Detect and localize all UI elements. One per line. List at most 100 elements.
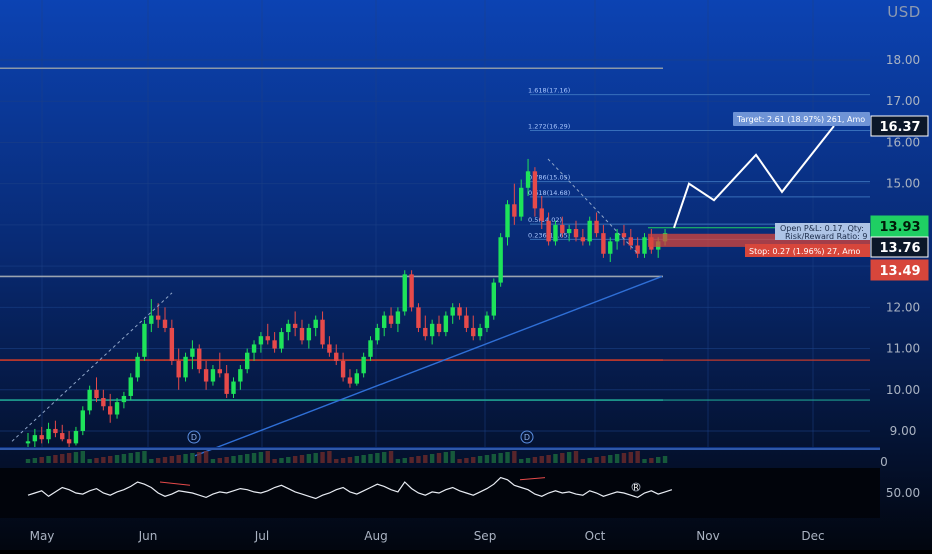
candle-body: [560, 224, 565, 234]
candle-body: [313, 319, 318, 328]
candle-body: [539, 208, 544, 221]
volume-bar: [450, 451, 455, 463]
volume-bar: [121, 454, 127, 463]
candle-body: [183, 356, 188, 378]
rsi-marker: [631, 482, 641, 492]
candle-body: [135, 356, 140, 378]
volume-bar: [409, 457, 414, 463]
candle-body: [429, 323, 435, 337]
volume-bar: [402, 458, 407, 463]
volume-bar: [594, 457, 599, 463]
volume-bar: [251, 453, 257, 463]
target-price-badge-text: 16.37: [879, 120, 920, 135]
candle-body: [320, 319, 325, 345]
volume-bar: [539, 456, 544, 463]
stop-label-box: [745, 244, 870, 257]
currency-label[interactable]: USD: [887, 3, 921, 21]
candle-body: [279, 332, 284, 349]
x-tick-label: May: [30, 529, 55, 543]
y-tick-label: 17.00: [886, 94, 920, 108]
volume-bar: [162, 457, 168, 463]
y-tick-label: 11.00: [886, 342, 920, 356]
candle-body: [60, 433, 65, 440]
x-tick-label: Nov: [696, 529, 719, 543]
y-tick-label: 10.00: [886, 383, 920, 397]
candle-body: [498, 237, 503, 283]
candle-body: [450, 307, 455, 316]
candle-body: [190, 348, 195, 357]
dividend-marker: [187, 430, 201, 444]
candle-body: [286, 323, 291, 333]
candle-body: [53, 428, 58, 434]
volume-bar: [505, 452, 510, 463]
volume-bar: [210, 459, 216, 463]
current-price-badge: [870, 215, 929, 237]
candle-body: [566, 229, 572, 234]
volume-bar: [94, 458, 99, 463]
volume-bar: [443, 452, 449, 463]
volume-bar: [203, 451, 209, 463]
volume-bar: [135, 452, 140, 463]
volume-bar: [566, 452, 572, 463]
candle-body: [402, 274, 407, 312]
pnl-label-box: [775, 223, 870, 240]
candle-body: [354, 373, 359, 384]
volume-bar: [286, 457, 291, 463]
candle-body: [210, 369, 216, 382]
volume-bar: [395, 459, 401, 463]
volume-bar: [614, 454, 620, 463]
volume-bar: [525, 458, 531, 463]
candle-body: [368, 340, 373, 357]
annotation-layer: Target: 2.61 (18.97%) 261, Amo Open P&L: …: [11, 112, 870, 457]
volume-bar: [354, 456, 359, 463]
volume-bar: [101, 457, 106, 463]
volume-bar: [197, 452, 202, 463]
candle-body: [73, 431, 79, 444]
axis-layer: 9.0010.0011.0012.0013.0014.0015.0016.001…: [30, 53, 929, 543]
dividend-marker: [520, 430, 534, 444]
candle-body: [436, 323, 442, 333]
volume-bar: [382, 452, 387, 463]
fib-anchor-line: [547, 158, 639, 255]
volume-bar: [532, 457, 538, 463]
volume-bar: [423, 455, 428, 463]
candle-body: [272, 340, 277, 349]
target-price-badge: [870, 115, 929, 137]
volume-bar: [80, 451, 85, 463]
ascending-trendline: [194, 275, 663, 457]
y-tick-label: 12.00: [886, 300, 920, 314]
volume-bar: [313, 453, 318, 463]
pnl-label-text: Open P&L: 0.17, Qty:: [780, 224, 864, 233]
candle-body: [532, 171, 538, 209]
volume-bar: [347, 457, 353, 463]
candle-body: [25, 441, 31, 444]
volume-bar: [108, 456, 113, 463]
volume-bar: [416, 456, 421, 463]
volume-bar: [519, 459, 524, 463]
candle-body: [464, 315, 469, 328]
volume-bar: [272, 459, 277, 463]
candle-body: [457, 307, 462, 316]
candle-body: [327, 344, 332, 353]
candle-body: [258, 336, 264, 345]
candle-body: [108, 406, 113, 415]
candle-body: [217, 369, 222, 374]
current-price-badge-text: 13.93: [879, 220, 920, 235]
volume-bar: [573, 451, 579, 463]
candle-body: [87, 389, 92, 411]
volume-bar: [73, 452, 79, 463]
fib-level-label: 0.786(15.05): [528, 174, 570, 182]
rsi-line: [27, 476, 673, 500]
volume-bar: [368, 454, 373, 463]
volume-bar: [464, 458, 469, 463]
entry-price-badge-text: 13.76: [879, 241, 920, 256]
volume-bar: [580, 459, 586, 463]
candle-body: [388, 315, 394, 324]
candle-body: [443, 315, 449, 333]
volume-bar: [142, 451, 147, 463]
candle-body: [238, 369, 243, 382]
stop-price-badge: [870, 259, 929, 281]
volume-bar: [628, 452, 633, 463]
candle-body: [416, 307, 421, 328]
